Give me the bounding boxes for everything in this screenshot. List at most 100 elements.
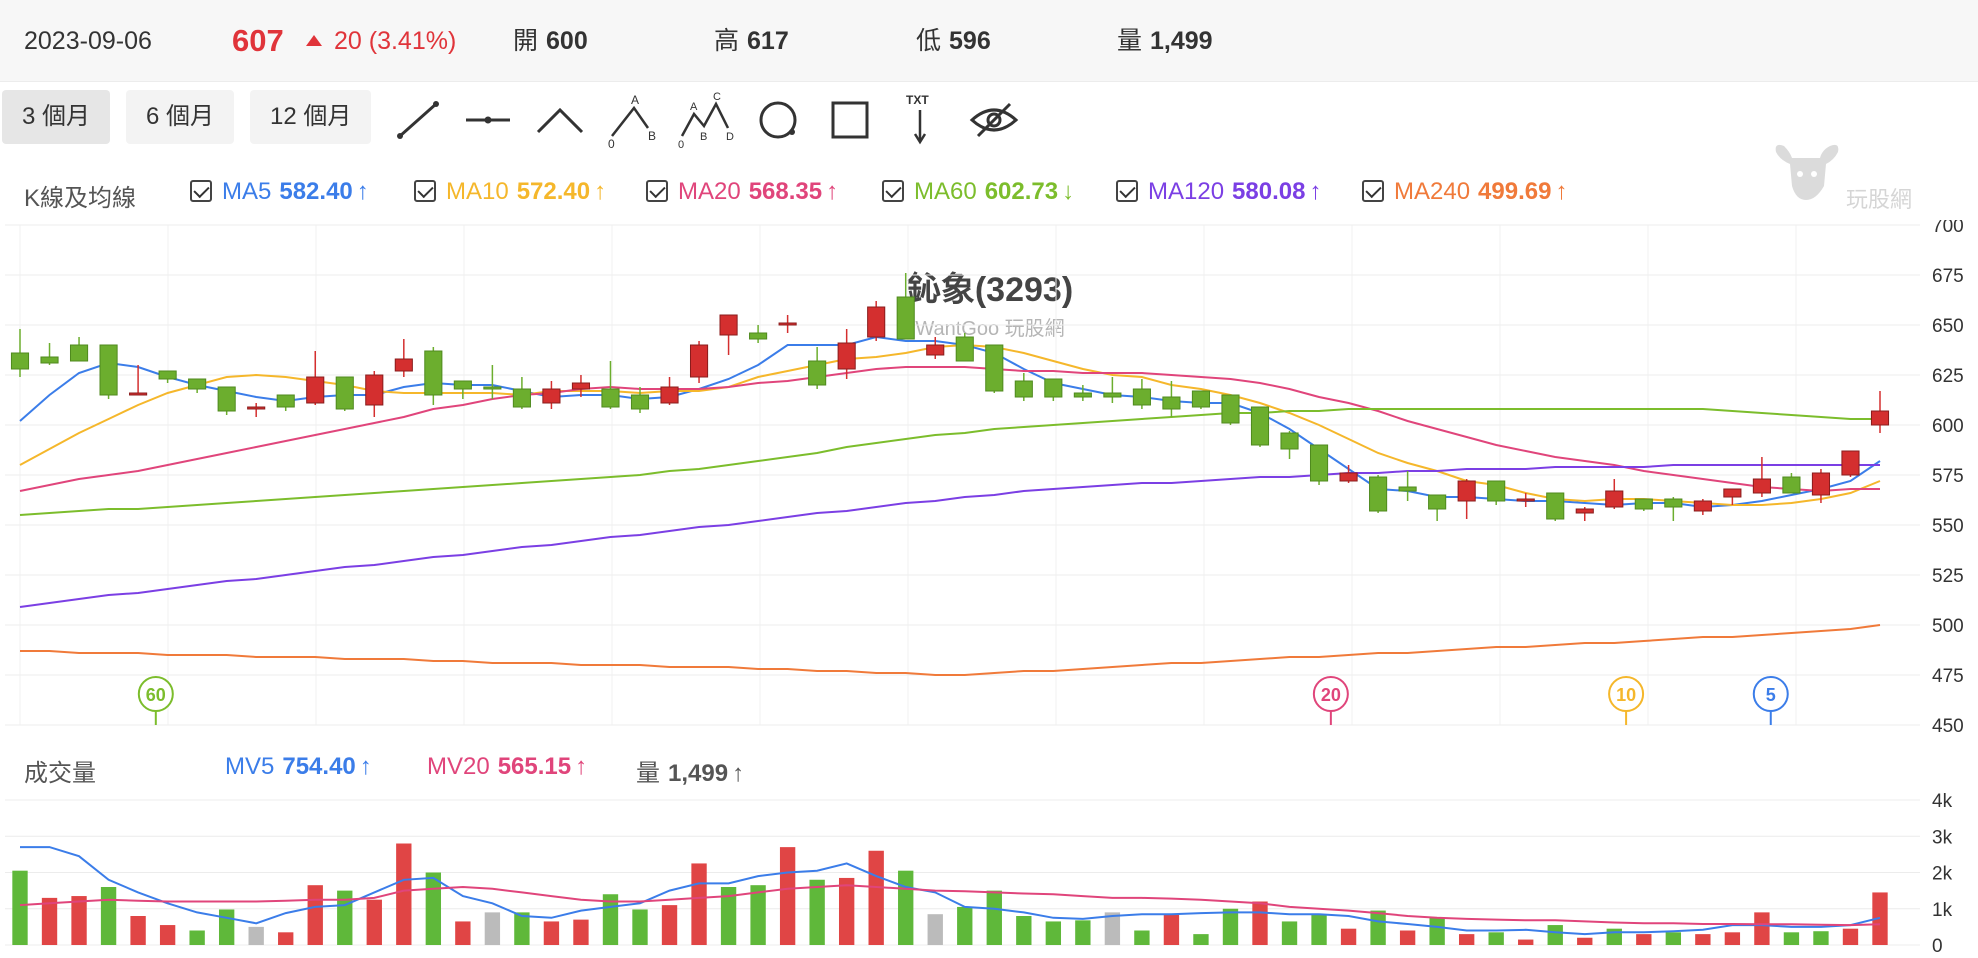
range-12-months-button[interactable]: 12 個月 xyxy=(250,90,372,144)
circle-icon[interactable] xyxy=(748,90,808,150)
candle-body xyxy=(1221,394,1240,424)
candle-body xyxy=(40,356,59,364)
volume-tick-label: 2k xyxy=(1932,864,1953,885)
mv5-line xyxy=(20,846,1881,936)
mv5-label: MV5 xyxy=(225,753,275,780)
ma5-toggle[interactable]: MA5 582.40 ↑ xyxy=(190,178,369,206)
volume-bar xyxy=(927,914,943,945)
horizontal-line-icon[interactable] xyxy=(458,90,518,150)
ma20-line xyxy=(19,366,1880,493)
candle-body xyxy=(1073,392,1092,398)
candle-body xyxy=(1457,480,1476,502)
price-y-axis: 700 675 650 625 600 575 550 525 500 475 450 xyxy=(1932,220,1964,737)
price-tick-label: 500 xyxy=(1932,616,1964,637)
ma240-checkbox[interactable] xyxy=(1362,180,1384,202)
bull-logo-icon xyxy=(1775,144,1839,200)
trend-line-icon[interactable] xyxy=(388,90,448,150)
volume-tick-label: 3k xyxy=(1932,827,1953,848)
volume-legend-title: 成交量 xyxy=(24,760,96,787)
period-marker-label: 10 xyxy=(1616,685,1636,705)
candlestick xyxy=(306,351,325,405)
wantgoo-watermark: 玩股網 xyxy=(1770,138,1930,218)
volume-bars xyxy=(12,843,1888,945)
ma60-checkbox[interactable] xyxy=(882,180,904,202)
candle-body xyxy=(1782,476,1801,494)
candle-body xyxy=(1280,432,1299,450)
volume-bar xyxy=(750,885,766,945)
candlestick xyxy=(1014,373,1033,401)
range-3-months-button[interactable]: 3 個月 xyxy=(2,90,111,144)
ma60-toggle[interactable]: MA60 602.73 ↓ xyxy=(882,178,1074,206)
candlestick xyxy=(1398,471,1417,501)
range-6-months-button[interactable]: 6 個月 xyxy=(126,90,235,144)
candlestick xyxy=(1487,480,1506,505)
quote-date: 2023-09-06 xyxy=(24,27,152,55)
mv5-arrow-icon: ↑ xyxy=(359,753,372,780)
candle-body xyxy=(808,360,827,386)
volume-bar xyxy=(1842,928,1859,945)
candlestick xyxy=(926,337,945,359)
text-arrow-icon[interactable]: TXT xyxy=(890,90,950,150)
mv5-item: MV5 754.40 ↑ xyxy=(225,753,372,781)
candlestick xyxy=(1782,473,1801,494)
candlestick xyxy=(630,387,650,413)
volume-bar xyxy=(100,887,117,945)
candlestick xyxy=(1752,457,1771,497)
candle-body xyxy=(306,376,325,404)
volume-bar xyxy=(1252,901,1268,945)
candle-body xyxy=(188,378,207,390)
ma10-checkbox[interactable] xyxy=(414,180,436,202)
volume-bar xyxy=(484,912,501,945)
ma10-toggle[interactable]: MA10 572.40 ↑ xyxy=(414,178,606,206)
angle-line-icon[interactable] xyxy=(530,90,590,150)
volume-bar xyxy=(1724,932,1741,945)
ma10-line xyxy=(19,343,1881,506)
candlestick xyxy=(1575,507,1594,521)
candlestick xyxy=(867,301,886,341)
ma120-checkbox[interactable] xyxy=(1116,180,1138,202)
volume-bar xyxy=(720,887,737,945)
candlestick xyxy=(1073,385,1092,401)
candle-body xyxy=(1132,388,1151,406)
ma5-checkbox[interactable] xyxy=(190,180,212,202)
price-tick-label: 600 xyxy=(1932,416,1964,437)
quote-volume: 量 1,499 xyxy=(1117,22,1213,60)
candle-body xyxy=(1191,390,1211,408)
candle-body xyxy=(1546,492,1565,520)
abc-wave-icon[interactable]: A B 0 xyxy=(604,90,664,151)
volume-bar xyxy=(1311,914,1327,945)
hide-eye-icon[interactable] xyxy=(964,90,1024,150)
candlestick xyxy=(453,380,472,399)
volume-bar xyxy=(779,847,796,945)
ma20-toggle[interactable]: MA20 568.35 ↑ xyxy=(646,178,838,206)
mv20-value: 565.15 xyxy=(497,753,572,780)
candle-body xyxy=(453,380,472,390)
ma240-toggle[interactable]: MA240 499.69 ↑ xyxy=(1362,178,1567,206)
quote-volume-label: 量 xyxy=(1117,27,1143,55)
candle-body xyxy=(129,392,148,396)
candle-body xyxy=(1044,378,1063,398)
ma120-toggle[interactable]: MA120 580.08 ↑ xyxy=(1116,178,1321,206)
candlestick xyxy=(955,333,974,362)
candlestick xyxy=(837,329,856,379)
candle-body xyxy=(601,388,620,408)
candle-body xyxy=(1693,500,1712,512)
candle-body xyxy=(867,306,886,338)
ma20-checkbox[interactable] xyxy=(646,180,668,202)
volume-bar xyxy=(1636,934,1652,945)
candle-body xyxy=(424,350,443,396)
abcd-wave-icon[interactable]: A B C D 0 xyxy=(676,90,736,151)
period-marker-label: 60 xyxy=(146,685,166,705)
rectangle-icon[interactable] xyxy=(820,90,880,150)
quote-open: 開 600 xyxy=(513,22,588,60)
mv20-item: MV20 565.15 ↑ xyxy=(427,753,587,781)
price-tick-label: 625 xyxy=(1932,366,1964,387)
ma10-label: MA10 xyxy=(446,178,509,205)
abc-b-label: B xyxy=(648,129,656,143)
quote-change: 20 (3.41%) xyxy=(306,22,456,60)
price-tick-label: 675 xyxy=(1932,266,1964,287)
volume-bar xyxy=(1577,937,1593,945)
volume-tick-label: 1k xyxy=(1932,900,1953,921)
candle-body xyxy=(1398,486,1417,492)
volume-bar xyxy=(1340,928,1357,945)
